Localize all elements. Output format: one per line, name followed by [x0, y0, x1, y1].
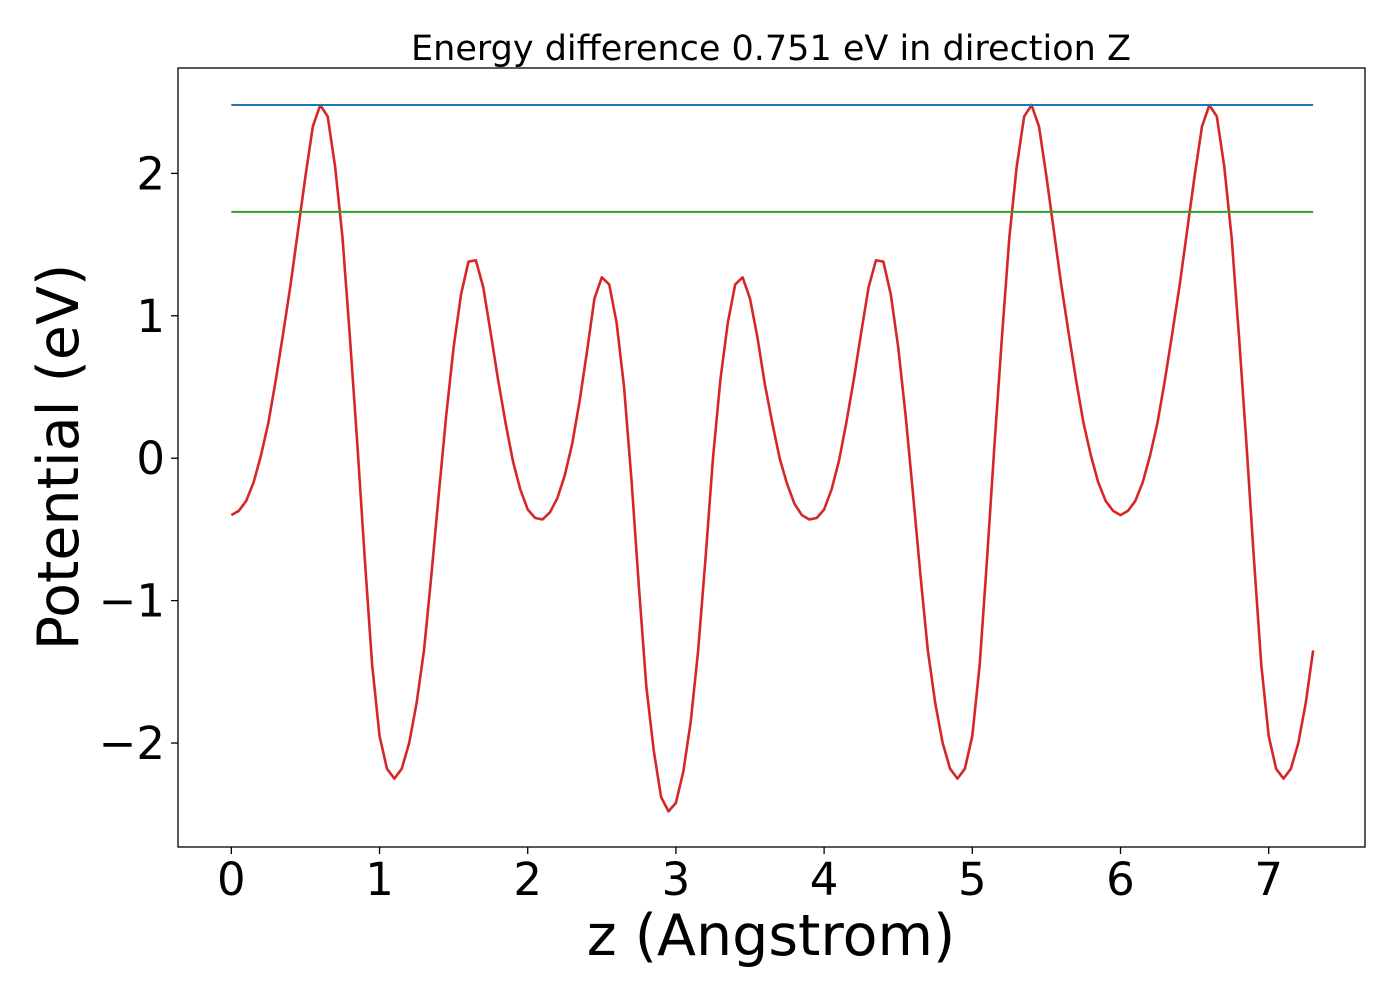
x-tick-label: 6: [1106, 853, 1135, 906]
x-tick-label: 7: [1254, 853, 1283, 906]
y-tick-label: −2: [99, 717, 165, 770]
y-tick-label: 0: [136, 432, 165, 485]
x-axis-label: z (Angstrom): [587, 903, 955, 969]
y-axis-label: Potential (eV): [26, 264, 92, 650]
x-tick-label: 3: [662, 853, 691, 906]
series-line-1: [230, 103, 1315, 813]
y-tick-label: 2: [136, 147, 165, 200]
x-tick-label: 5: [958, 853, 987, 906]
y-tick-label: 1: [136, 290, 165, 343]
plot-layer: [230, 103, 1315, 813]
x-tick-label: 4: [810, 853, 839, 906]
chart-title: Energy difference 0.751 eV in direction …: [411, 29, 1131, 69]
plot-area-frame: [177, 67, 1366, 848]
x-axis: 0 1 2 3 4 5 6 7: [217, 847, 1283, 906]
x-tick-label: 1: [365, 853, 394, 906]
x-tick-label: 0: [217, 853, 246, 906]
y-tick-label: −1: [99, 575, 165, 628]
x-tick-label: 2: [513, 853, 542, 906]
y-axis: −2 −1 0 1 2: [99, 147, 178, 770]
